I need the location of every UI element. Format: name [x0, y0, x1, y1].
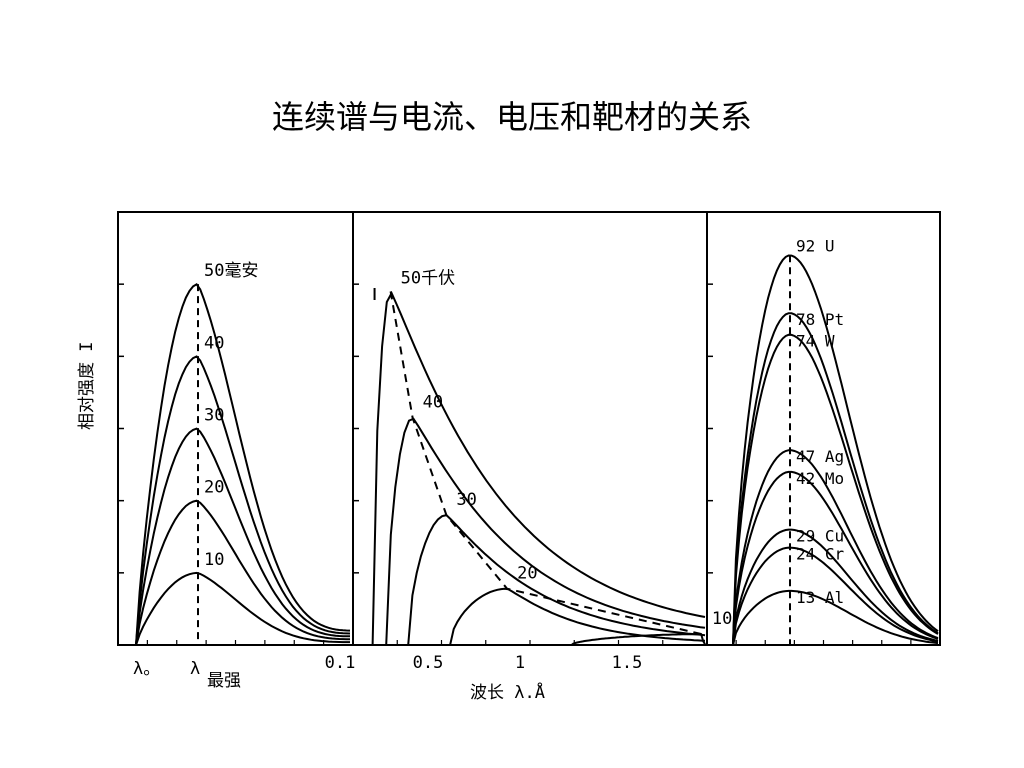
current-curve-50毫安: [135, 282, 351, 646]
voltage-peak-locus-dashed: [389, 291, 706, 636]
x-axis-label: 波长 λ.Å: [470, 681, 545, 703]
target-series-label: 42 Mo: [796, 469, 844, 488]
x-tick-lambda0: λ。: [133, 659, 160, 679]
slide-title: 连续谱与电流、电压和靶材的关系: [271, 98, 752, 136]
voltage-curve-40: [385, 417, 706, 646]
current-series-label: 10: [204, 550, 224, 570]
voltage-series-label: 20: [517, 564, 537, 584]
labels: 50毫安 40 30 20 10 相对强度 I λ。 λ 最强 50千伏 40 30 20 10 0.1 0.…: [77, 236, 845, 703]
voltage-series-label: 30: [456, 490, 476, 510]
x-tick-label: 1.5: [612, 653, 643, 673]
current-series-label: 40: [204, 333, 224, 353]
x-tick-label: 1: [515, 653, 525, 673]
axis-ticks: [118, 283, 912, 645]
current-series-label: 30: [204, 406, 224, 426]
target-series-label: 78 Pt: [796, 310, 844, 329]
voltage-curve-20: [449, 587, 706, 646]
target-curve-92-U: [732, 254, 939, 646]
current-series-label: 50毫安: [204, 261, 258, 281]
current-curve-20: [135, 499, 350, 646]
voltage-curve-50千伏: [371, 290, 706, 646]
x-tick-lambda-max: λ: [190, 659, 200, 679]
voltage-series-label: 10: [712, 609, 732, 629]
x-tick-label: 0.5: [413, 653, 444, 673]
x-tick-label: 0.1: [325, 653, 356, 673]
current-curve-30: [135, 427, 350, 646]
x-tick-lambda-max-suffix: 最强: [207, 671, 241, 691]
target-series-label: 13 Al: [796, 588, 844, 607]
target-curve-42-Mo: [732, 470, 939, 646]
target-series-label: 29 Cu: [796, 527, 844, 546]
current-curve-10: [135, 571, 350, 646]
voltage-curve-30: [407, 513, 706, 646]
target-curve-13-Al: [732, 589, 939, 646]
target-series-label: 24 Cr: [796, 545, 845, 564]
target-curve-29-Cu: [732, 528, 939, 646]
target-series-label: 74 W: [796, 332, 835, 351]
y-axis-label: 相对强度 I: [77, 342, 97, 430]
voltage-series-label: 50千伏: [401, 268, 455, 288]
current-series-label: 20: [204, 478, 224, 498]
curves: [135, 254, 939, 646]
target-curve-78-Pt: [732, 312, 939, 646]
target-curve-24-Cr: [732, 546, 939, 646]
voltage-curve-10: [570, 633, 706, 646]
target-series-label: 47 Ag: [796, 447, 844, 466]
current-curve-40: [135, 355, 351, 646]
target-curve-74-W: [732, 333, 939, 646]
target-curve-47-Ag: [732, 449, 939, 646]
voltage-series-label: 40: [423, 393, 443, 413]
target-series-label: 92 U: [796, 236, 835, 255]
panel-frame-3: [706, 211, 941, 646]
